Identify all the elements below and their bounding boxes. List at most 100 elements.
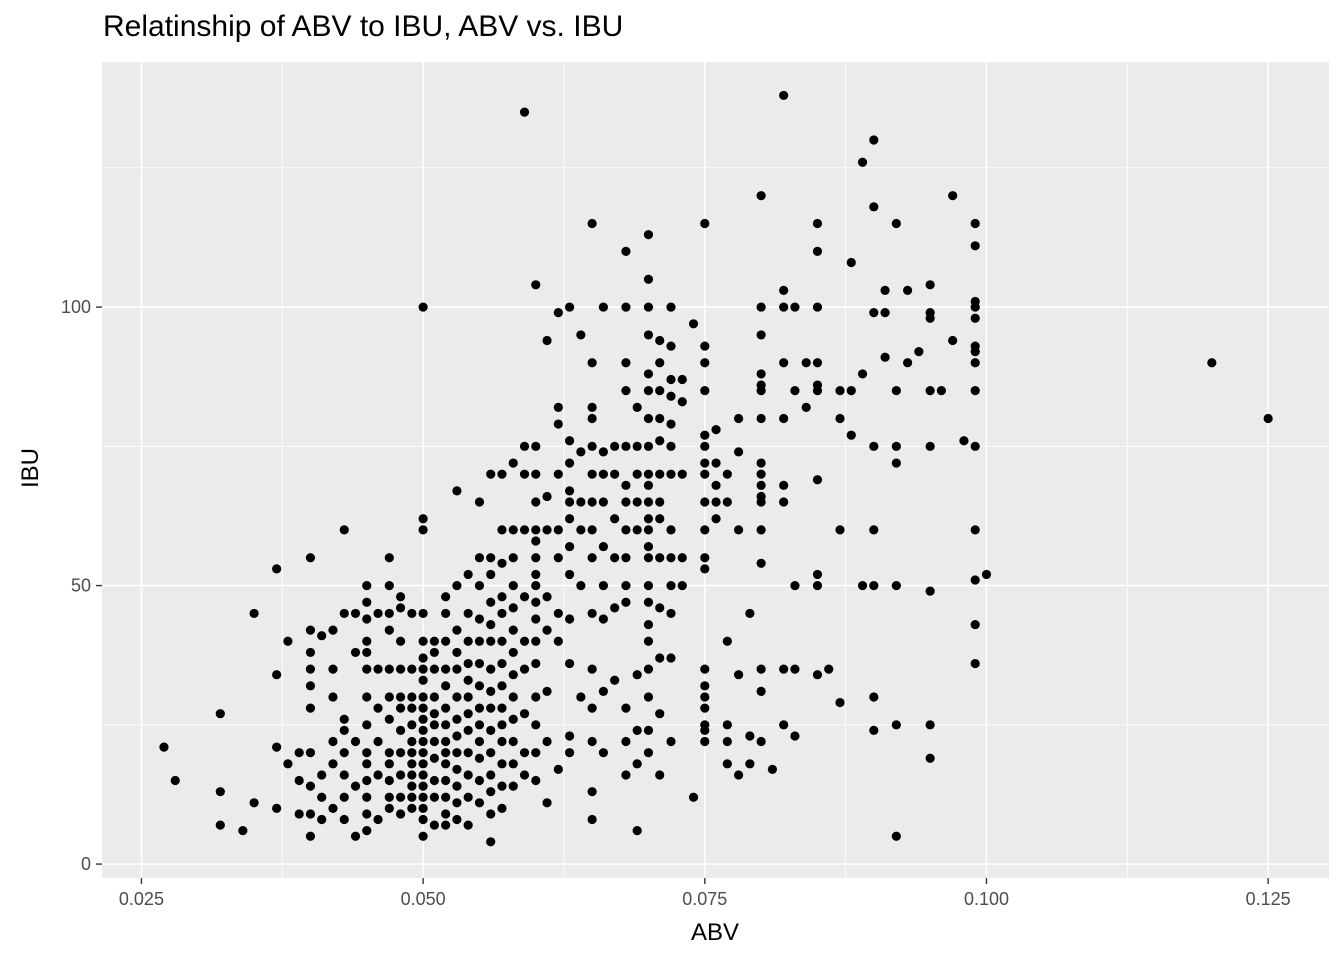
data-point (508, 553, 518, 563)
data-point (925, 313, 935, 323)
data-point (643, 469, 654, 479)
data-point (418, 692, 428, 702)
data-point (824, 664, 834, 674)
data-point (812, 386, 823, 396)
data-point (1207, 358, 1217, 368)
data-point (925, 720, 935, 730)
data-point (305, 781, 316, 791)
data-point (700, 681, 710, 691)
data-point (610, 441, 620, 451)
data-point (587, 553, 597, 563)
data-point (621, 302, 631, 312)
data-point (846, 386, 856, 396)
data-point (756, 525, 766, 535)
data-point (970, 386, 980, 396)
data-point (350, 608, 361, 619)
data-point (846, 257, 856, 268)
data-point (598, 748, 608, 758)
data-point (700, 692, 710, 702)
data-point (373, 703, 383, 713)
data-point (531, 469, 541, 479)
data-point (350, 831, 361, 841)
data-point (497, 558, 507, 568)
data-point (564, 486, 575, 496)
data-point (756, 369, 766, 379)
data-point (497, 608, 507, 619)
data-point (643, 748, 654, 758)
data-point (733, 525, 744, 535)
data-point (643, 636, 654, 646)
data-point (756, 191, 766, 201)
data-point (418, 525, 428, 535)
data-point (441, 759, 451, 769)
data-point (305, 647, 316, 658)
data-point (598, 541, 608, 552)
data-point (891, 720, 901, 730)
data-point (429, 647, 439, 658)
data-point (305, 748, 316, 758)
data-point (564, 302, 575, 312)
data-point (452, 731, 462, 741)
data-point (655, 335, 665, 346)
data-point (869, 580, 879, 591)
data-point (519, 592, 530, 602)
data-point (441, 820, 451, 830)
data-point (519, 469, 530, 479)
data-point (621, 770, 631, 780)
data-point (643, 525, 654, 535)
data-point (418, 814, 428, 825)
data-point (531, 597, 541, 607)
data-point (970, 358, 980, 368)
data-point (643, 597, 654, 607)
data-point (666, 419, 676, 429)
data-point (542, 592, 552, 602)
data-point (621, 246, 631, 256)
data-point (497, 803, 507, 813)
data-point (452, 798, 462, 808)
data-point (497, 703, 507, 713)
data-point (722, 720, 732, 730)
data-point (362, 636, 372, 646)
data-point (508, 759, 518, 769)
data-point (531, 636, 541, 646)
data-point (835, 413, 845, 424)
data-point (531, 280, 541, 290)
data-point (486, 787, 496, 797)
data-point (621, 703, 631, 713)
data-point (869, 525, 879, 535)
data-point (384, 664, 394, 674)
data-point (373, 736, 383, 747)
data-point (700, 703, 710, 713)
data-point (914, 347, 924, 357)
data-point (666, 441, 676, 451)
data-point (249, 798, 259, 808)
data-point (463, 820, 473, 830)
data-point (215, 820, 225, 830)
data-point (407, 736, 417, 747)
data-point (362, 692, 372, 702)
data-point (756, 664, 766, 674)
data-point (441, 681, 451, 691)
data-point (362, 759, 372, 769)
data-point (497, 736, 507, 747)
data-point (790, 731, 800, 741)
data-point (812, 670, 823, 680)
data-point (542, 625, 552, 635)
data-point (486, 703, 496, 713)
data-point (722, 759, 732, 769)
data-point (970, 347, 980, 357)
data-point (587, 736, 597, 747)
data-point (655, 603, 665, 613)
data-point (531, 497, 541, 507)
data-point (666, 302, 676, 312)
data-point (452, 580, 462, 591)
data-point (891, 386, 901, 396)
data-point (587, 358, 597, 368)
data-point (441, 636, 451, 646)
data-point (395, 809, 406, 819)
data-point (598, 447, 608, 457)
data-point (429, 664, 439, 674)
data-point (486, 636, 496, 646)
data-point (745, 608, 755, 619)
data-point (317, 770, 327, 780)
